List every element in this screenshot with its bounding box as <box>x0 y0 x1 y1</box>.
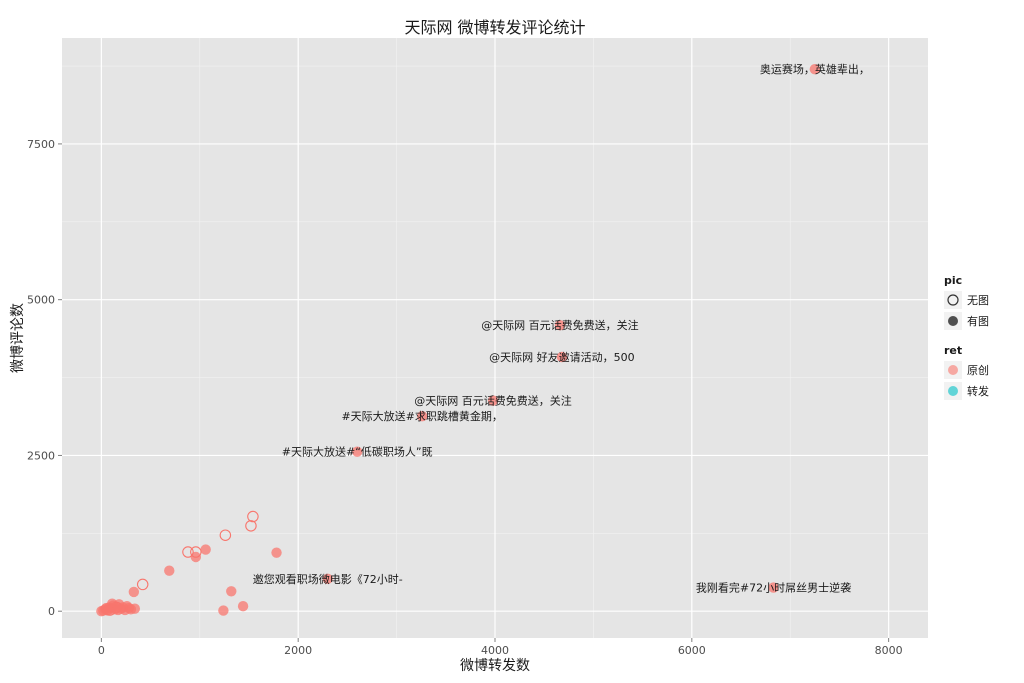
data-point <box>182 546 194 558</box>
data-point <box>190 551 202 563</box>
data-point <box>245 520 257 532</box>
data-point <box>103 605 114 616</box>
legend-label: 转发 <box>967 384 989 398</box>
data-point <box>768 582 779 593</box>
point-annotation: @天际网 百元话费免费送，关注 <box>414 394 572 408</box>
x-tick-label: 0 <box>98 644 105 657</box>
data-point <box>226 586 237 597</box>
legend-key-symbol <box>948 316 958 326</box>
data-point <box>487 395 499 406</box>
x-tick-label: 6000 <box>678 644 706 657</box>
legend-title: ret <box>944 344 962 357</box>
data-point <box>556 351 568 363</box>
data-point <box>164 565 175 576</box>
data-point <box>136 578 149 591</box>
point-annotation: 邀您观看职场微电影《72小时- <box>253 572 403 586</box>
point-annotation: #天际大放送#“低碳职场人”既 <box>282 445 433 459</box>
x-tick-label: 4000 <box>481 644 509 657</box>
legend-label: 原创 <box>967 364 989 377</box>
legend-key-symbol <box>948 365 958 375</box>
data-point <box>218 605 229 616</box>
legend-key-symbol <box>948 386 958 396</box>
data-point <box>271 547 282 558</box>
data-points <box>96 63 821 617</box>
x-tick-label: 8000 <box>875 644 903 657</box>
data-point <box>352 446 363 457</box>
data-point <box>554 320 566 331</box>
data-point <box>247 510 259 523</box>
data-point <box>237 601 249 612</box>
data-point <box>416 410 428 422</box>
legend-label: 有图 <box>967 314 989 328</box>
legend-title: pic <box>944 274 962 287</box>
chart-title: 天际网 微博转发评论统计 <box>404 18 585 37</box>
data-point <box>112 604 124 616</box>
y-tick-label: 0 <box>48 605 55 618</box>
x-tick-label: 2000 <box>284 644 312 657</box>
grid-lines <box>62 38 928 638</box>
y-axis-title: 微博评论数 <box>9 303 26 373</box>
data-point <box>200 544 211 555</box>
y-tick-label: 2500 <box>27 449 55 462</box>
legend-label: 无图 <box>967 294 989 307</box>
y-tick-label: 5000 <box>27 294 55 307</box>
data-point <box>322 573 333 585</box>
point-annotation: @天际网 百元话费免费送，关注 <box>481 318 639 332</box>
point-annotations: 奥运赛场，英雄辈出， @天际网 百元话费免费送，关注 @天际网 好友邀请活动，500… <box>253 62 870 594</box>
y-tick-label: 7500 <box>27 138 55 151</box>
data-point <box>809 63 821 75</box>
point-annotation: @天际网 好友邀请活动，500 <box>489 350 635 364</box>
data-point <box>129 603 141 614</box>
point-annotation: #天际大放送#求职跳槽黄金期， <box>341 409 502 423</box>
data-point <box>219 529 232 541</box>
point-annotation: 我刚看完#72小时屌丝男士逆袭 <box>696 581 851 595</box>
x-axis-title: 微博转发数 <box>460 657 530 674</box>
legend-key-symbol <box>947 294 959 306</box>
legend-key-box <box>944 291 962 309</box>
point-annotation: 奥运赛场，英雄辈出， <box>760 62 870 76</box>
axis-ticks: 0 2000 4000 6000 8000 0 2500 5000 7500 <box>27 138 903 657</box>
data-point <box>128 586 140 598</box>
